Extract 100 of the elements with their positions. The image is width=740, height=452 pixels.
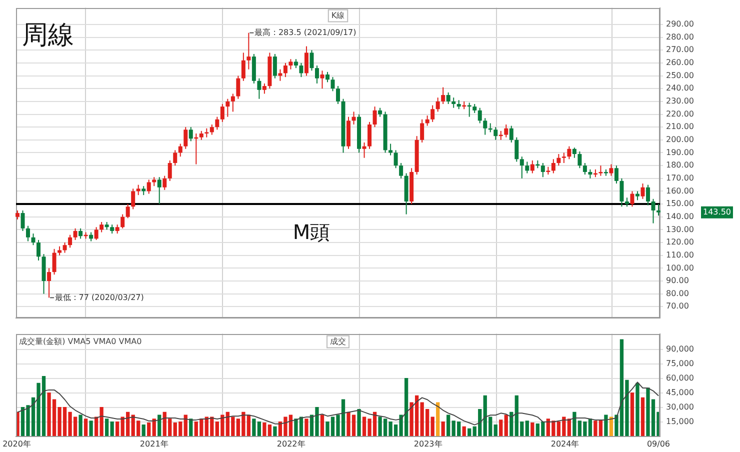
y-tick-label: 90.00: [666, 276, 689, 286]
bar: [630, 392, 634, 436]
candlestick: [26, 225, 30, 242]
candlestick: [288, 58, 293, 70]
candlestick: [420, 118, 424, 143]
bar: [504, 414, 508, 436]
y-tick-label: 210.00: [666, 122, 694, 132]
candlestick: [314, 65, 319, 84]
candlestick: [614, 165, 618, 184]
candlestick: [368, 121, 372, 150]
y-tick-label: 120.00: [666, 238, 694, 247]
candlestick: [168, 160, 172, 182]
candlestick: [609, 164, 614, 176]
candlestick: [388, 143, 393, 156]
candlestick: [352, 111, 356, 126]
candlestick: [483, 118, 488, 136]
bar: [604, 414, 608, 436]
candlestick: [236, 75, 240, 100]
candlestick: [646, 184, 650, 206]
candlestick: [430, 104, 435, 122]
bar: [494, 424, 498, 436]
text: 143.50: [703, 207, 731, 216]
candlestick: [520, 156, 524, 179]
bar: [304, 418, 308, 436]
candlestick: [262, 82, 266, 94]
bar: [525, 420, 529, 436]
candlestick: [226, 98, 230, 118]
bar: [609, 416, 614, 436]
bar: [89, 420, 93, 436]
y-tick-label: 110.00: [666, 250, 694, 260]
candlestick: [120, 214, 125, 229]
candlestick: [94, 226, 98, 240]
candlestick: [478, 107, 482, 124]
x-tick-label: 2021年: [140, 439, 168, 448]
bar: [78, 414, 82, 436]
candlestick: [651, 198, 656, 224]
candlestick: [567, 146, 572, 160]
y-tick-label: 80.00: [666, 288, 689, 298]
y-tick-label: 140.00: [666, 212, 694, 221]
candlestick: [62, 242, 67, 254]
candlestick: [330, 76, 335, 92]
candlestick: [551, 158, 556, 174]
annotation: 最低 : 77 (2020/03/27): [55, 292, 144, 302]
y-tick-label: 60,000: [666, 373, 694, 382]
candlestick: [73, 228, 78, 240]
y-tick-label: 130.00: [666, 224, 694, 234]
x-tick-label: 09/06: [646, 439, 670, 448]
candlestick: [36, 239, 41, 261]
candlestick: [572, 147, 576, 158]
candlestick: [640, 183, 645, 200]
x-tick-label: 2023年: [414, 439, 442, 448]
candlestick: [283, 62, 288, 78]
candlestick: [126, 204, 130, 219]
candlestick: [562, 152, 566, 164]
candlestick: [509, 125, 514, 143]
candlestick: [162, 175, 167, 190]
candlestick: [188, 126, 193, 142]
y-tick-label: 100.00: [666, 263, 694, 272]
candlestick: [399, 162, 404, 179]
bar: [273, 426, 277, 436]
candlestick: [278, 68, 282, 82]
y-tick-label: 290.00: [666, 20, 694, 29]
candlestick: [299, 62, 304, 78]
y-tick-label: 280.00: [666, 32, 694, 42]
candlestick: [504, 124, 508, 138]
candlestick: [446, 92, 450, 104]
candlestick: [157, 176, 162, 205]
bar: [357, 408, 361, 436]
candlestick: [100, 222, 104, 233]
y-tick-label: 170.00: [666, 173, 694, 182]
candlestick: [372, 106, 377, 128]
candlestick: [246, 32, 251, 70]
candlestick: [184, 126, 188, 150]
y-tick-label: 250.00: [666, 70, 694, 80]
y-tick-label: 160.00: [666, 186, 694, 196]
annotation: 成交: [330, 336, 346, 346]
candlestick: [582, 162, 587, 176]
bar: [320, 414, 324, 436]
bar: [147, 422, 151, 436]
candlestick: [47, 268, 52, 298]
candlestick: [394, 150, 398, 169]
candlestick: [436, 97, 440, 112]
x-tick-label: 2022年: [276, 439, 306, 448]
candlestick: [173, 150, 178, 166]
candlestick: [578, 150, 582, 169]
bar: [84, 418, 88, 436]
annotation: 最高 : 283.5 (2021/09/17): [254, 28, 356, 37]
bar: [116, 422, 120, 436]
y-tick-label: 180.00: [666, 160, 694, 170]
bar: [636, 382, 640, 436]
x-tick-label: 2024年: [550, 439, 580, 448]
candlestick: [530, 160, 534, 174]
candlestick: [630, 190, 634, 208]
annotation: 成交量(金額) VMA5 VMA0 VMA0: [19, 336, 142, 346]
y-tick-label: 220.00: [666, 109, 694, 118]
candlestick: [68, 234, 72, 248]
candlestick: [20, 210, 25, 232]
candlestick: [241, 52, 246, 82]
y-tick-label: 260.00: [666, 58, 694, 68]
candlestick: [304, 46, 308, 76]
